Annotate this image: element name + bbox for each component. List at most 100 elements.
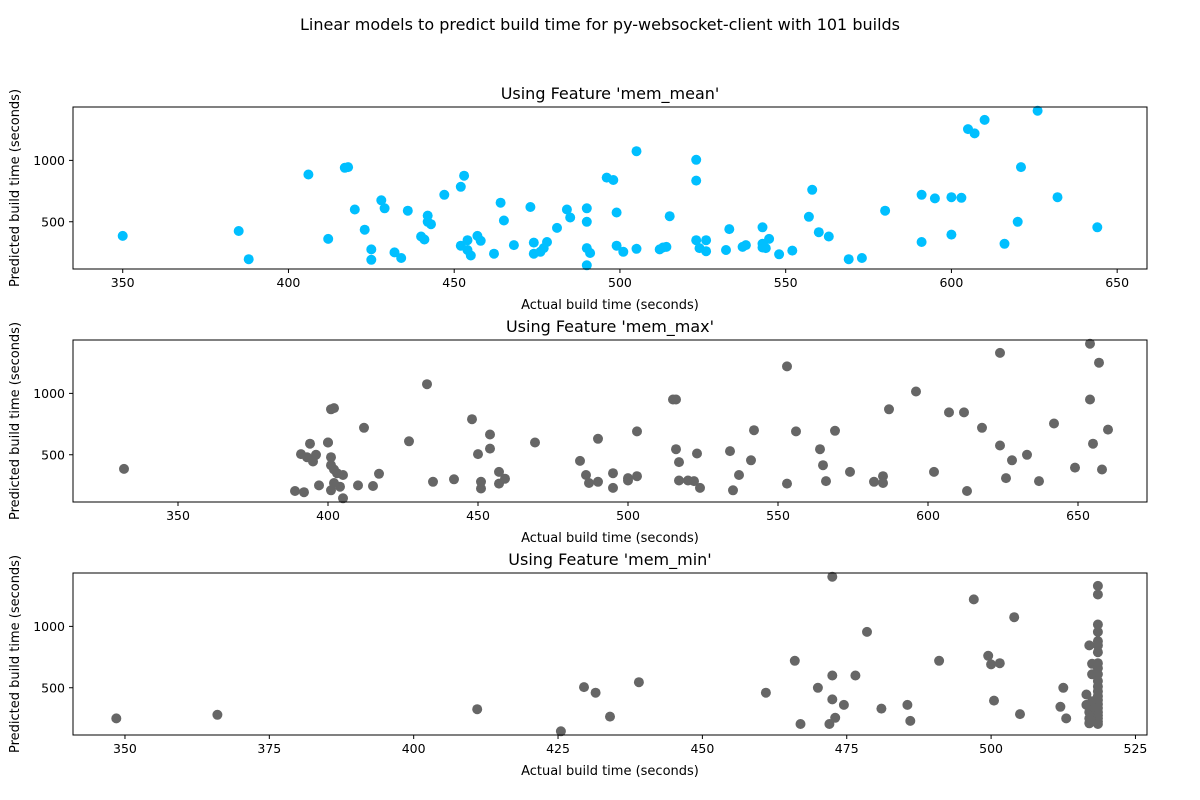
data-point — [290, 486, 300, 496]
data-point — [565, 212, 576, 223]
data-point — [1061, 713, 1072, 724]
data-point — [593, 433, 603, 444]
y-axis-label: Predicted build time (seconds) — [8, 555, 23, 753]
data-point — [994, 658, 1005, 669]
data-point — [986, 659, 997, 670]
data-point — [353, 480, 363, 491]
x-tick-label: 400 — [402, 741, 426, 756]
data-point — [311, 449, 321, 460]
data-point — [1103, 424, 1113, 435]
data-point — [1085, 394, 1095, 405]
data-point — [691, 235, 702, 246]
subplot-mem-mean: Using Feature 'mem_mean' Actual build ti… — [8, 84, 1148, 313]
data-point — [674, 475, 684, 486]
data-point — [1092, 647, 1103, 658]
data-point — [979, 114, 990, 125]
data-point — [402, 205, 413, 216]
x-axis-label: Actual build time (seconds) — [521, 531, 699, 546]
data-point — [934, 655, 945, 666]
x-tick-label: 500 — [608, 275, 632, 290]
data-point — [916, 189, 927, 200]
data-point — [623, 475, 633, 486]
data-point — [815, 444, 825, 455]
data-point — [1070, 462, 1080, 473]
data-point — [827, 694, 838, 705]
data-point — [368, 481, 378, 491]
data-point — [929, 466, 939, 477]
data-point — [725, 446, 735, 457]
data-point — [1015, 709, 1025, 720]
data-point — [830, 425, 840, 436]
x-tick-label: 450 — [690, 741, 714, 756]
data-point — [721, 245, 731, 255]
data-point — [379, 203, 390, 214]
data-point — [1097, 464, 1107, 475]
x-tick-label: 375 — [257, 741, 281, 756]
data-point — [233, 226, 244, 236]
data-point — [661, 241, 672, 252]
data-point — [746, 455, 756, 466]
data-point — [701, 246, 712, 257]
subplot-title: Using Feature 'mem_min' — [508, 550, 711, 570]
data-point — [1085, 338, 1095, 349]
data-point — [823, 231, 834, 242]
data-point — [1009, 612, 1020, 623]
data-point — [439, 189, 450, 200]
subplot-title: Using Feature 'mem_mean' — [501, 84, 720, 104]
data-point — [212, 709, 223, 720]
data-point — [422, 379, 432, 390]
data-point — [1058, 682, 1069, 693]
data-point — [396, 253, 407, 263]
data-point — [243, 254, 254, 265]
data-point — [734, 470, 744, 480]
data-point — [508, 240, 519, 251]
data-point — [856, 253, 867, 263]
data-point — [575, 455, 585, 466]
y-axis-label: Predicted build time (seconds) — [8, 89, 23, 287]
data-point — [664, 211, 675, 222]
data-point — [338, 493, 348, 504]
scatter-points — [117, 105, 1103, 271]
data-point — [611, 240, 622, 251]
axis-ticks: 350 400 450 500 550 600 650 500 1000 — [33, 153, 1129, 290]
x-axis-label: Actual build time (seconds) — [521, 298, 699, 313]
data-point — [969, 128, 980, 139]
data-point — [995, 347, 1005, 358]
data-point — [542, 237, 552, 247]
y-tick-label: 1000 — [33, 619, 65, 634]
data-point — [530, 437, 540, 448]
data-point — [782, 361, 792, 372]
data-point — [791, 426, 801, 437]
data-point — [695, 482, 705, 493]
x-tick-label: 400 — [316, 508, 340, 523]
y-tick-label: 500 — [41, 680, 65, 695]
data-point — [494, 466, 504, 477]
data-point — [389, 247, 400, 258]
data-point — [303, 169, 314, 180]
data-point — [911, 386, 921, 397]
data-point — [929, 193, 940, 204]
data-point — [1049, 418, 1059, 429]
y-tick-label: 1000 — [33, 153, 65, 168]
data-point — [701, 235, 712, 246]
data-point — [561, 204, 572, 215]
data-point — [946, 229, 957, 240]
data-point — [335, 481, 345, 492]
data-point — [459, 170, 470, 181]
data-point — [995, 440, 1005, 451]
data-point — [968, 594, 979, 605]
data-point — [838, 699, 849, 710]
data-point — [404, 436, 414, 447]
x-axis-label: Actual build time (seconds) — [521, 764, 699, 779]
data-point — [983, 650, 994, 661]
data-point — [1012, 216, 1023, 227]
data-point — [631, 146, 642, 157]
data-point — [689, 476, 699, 487]
data-point — [326, 452, 336, 463]
data-point — [119, 463, 129, 474]
data-point — [999, 238, 1010, 249]
x-tick-label: 650 — [1105, 275, 1129, 290]
data-point — [485, 443, 495, 454]
x-tick-label: 550 — [774, 275, 798, 290]
